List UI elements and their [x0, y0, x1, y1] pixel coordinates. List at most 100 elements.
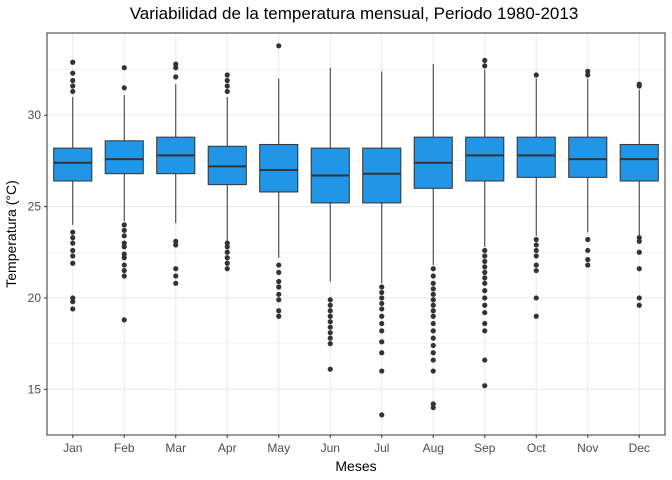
outlier-point	[70, 59, 76, 65]
outlier-point	[379, 412, 385, 418]
x-tick-label: Mar	[165, 441, 186, 455]
outlier-point	[379, 350, 385, 356]
outlier-point	[482, 295, 488, 301]
box-group-sep	[465, 57, 505, 389]
outlier-point	[482, 320, 488, 327]
outlier-point	[224, 77, 230, 84]
outlier-point	[276, 291, 282, 297]
y-tick-label: 25	[28, 200, 42, 214]
box-group-apr	[207, 72, 247, 272]
box-group-jan	[53, 59, 93, 312]
outlier-point	[224, 244, 230, 250]
outlier-point	[636, 295, 642, 301]
outlier-point	[327, 366, 333, 372]
outlier-point	[533, 72, 539, 78]
outlier-point	[482, 269, 488, 275]
outlier-point	[482, 309, 488, 316]
plot-panel	[47, 33, 665, 435]
outlier-point	[121, 222, 127, 228]
outlier-point	[276, 284, 282, 290]
outlier-point	[276, 308, 282, 314]
outlier-point	[70, 70, 76, 76]
outlier-point	[430, 280, 436, 286]
outlier-point	[327, 335, 333, 341]
outlier-point	[636, 302, 642, 308]
box	[104, 140, 144, 175]
outlier-point	[636, 238, 642, 244]
outlier-point	[430, 404, 436, 411]
outlier-point	[482, 247, 488, 254]
outlier-point	[379, 313, 385, 319]
outlier-point	[70, 88, 76, 95]
outlier-point	[70, 229, 76, 235]
outlier-point	[173, 273, 179, 279]
outlier-point	[533, 295, 539, 301]
outlier-point	[173, 65, 179, 71]
box	[53, 147, 93, 182]
outlier-point	[173, 74, 179, 80]
outlier-point	[173, 266, 179, 272]
outlier-point	[430, 368, 436, 374]
box-group-nov	[568, 68, 608, 268]
outlier-point	[482, 264, 488, 270]
outlier-point	[379, 339, 385, 345]
outlier-point	[379, 368, 385, 374]
box-group-may	[259, 43, 299, 319]
outlier-point	[121, 255, 127, 261]
outlier-point	[173, 238, 179, 244]
outlier-point	[224, 255, 230, 261]
y-tick-label: 15	[28, 382, 42, 396]
outlier-point	[70, 306, 76, 312]
outlier-point	[585, 68, 591, 74]
box	[465, 136, 505, 182]
outlier-point	[173, 61, 179, 67]
outlier-point	[482, 258, 488, 265]
boxes	[53, 43, 659, 418]
outlier-point	[585, 262, 591, 268]
outlier-point	[533, 253, 539, 259]
outlier-point	[121, 262, 127, 268]
box	[516, 136, 556, 178]
outlier-point	[224, 249, 230, 255]
outlier-point	[585, 236, 591, 243]
outlier-point	[70, 247, 76, 254]
x-tick-label: Nov	[577, 441, 598, 455]
x-tick-label: Oct	[527, 441, 546, 455]
outlier-point	[70, 260, 76, 266]
x-tick-label: Apr	[218, 441, 237, 455]
outlier-point	[121, 233, 127, 239]
outlier-point	[482, 63, 488, 69]
outlier-point	[430, 401, 436, 407]
outlier-point	[70, 235, 76, 241]
outlier-point	[379, 295, 385, 301]
axes: 15 20 25 30 Jan Feb Mar Apr May Jun Jul Aug Sep Oct No…	[28, 108, 650, 455]
y-axis-title: Temperatura (°C)	[3, 180, 19, 288]
outlier-point	[533, 262, 539, 268]
box-group-dec	[619, 81, 659, 308]
outlier-point	[482, 302, 488, 308]
outlier-point	[224, 83, 230, 89]
outlier-point	[636, 235, 642, 241]
outlier-point	[482, 275, 488, 281]
outlier-point	[379, 306, 385, 312]
x-tick-label: May	[267, 441, 290, 455]
outlier-point	[121, 85, 127, 91]
outlier-point	[430, 335, 436, 341]
outlier-point	[430, 328, 436, 334]
box-group-aug	[413, 64, 453, 411]
outlier-point	[327, 341, 333, 347]
outlier-point	[327, 308, 333, 314]
outlier-point	[70, 295, 76, 301]
box	[568, 136, 608, 178]
outlier-point	[533, 236, 539, 243]
outlier-point	[327, 313, 333, 319]
outlier-point	[430, 297, 436, 303]
box-group-jul	[362, 71, 402, 418]
outlier-point	[327, 324, 333, 330]
outlier-point	[533, 242, 539, 248]
outlier-point	[430, 302, 436, 308]
outlier-point	[70, 83, 76, 89]
outlier-point	[276, 262, 282, 268]
outlier-point	[379, 328, 385, 334]
